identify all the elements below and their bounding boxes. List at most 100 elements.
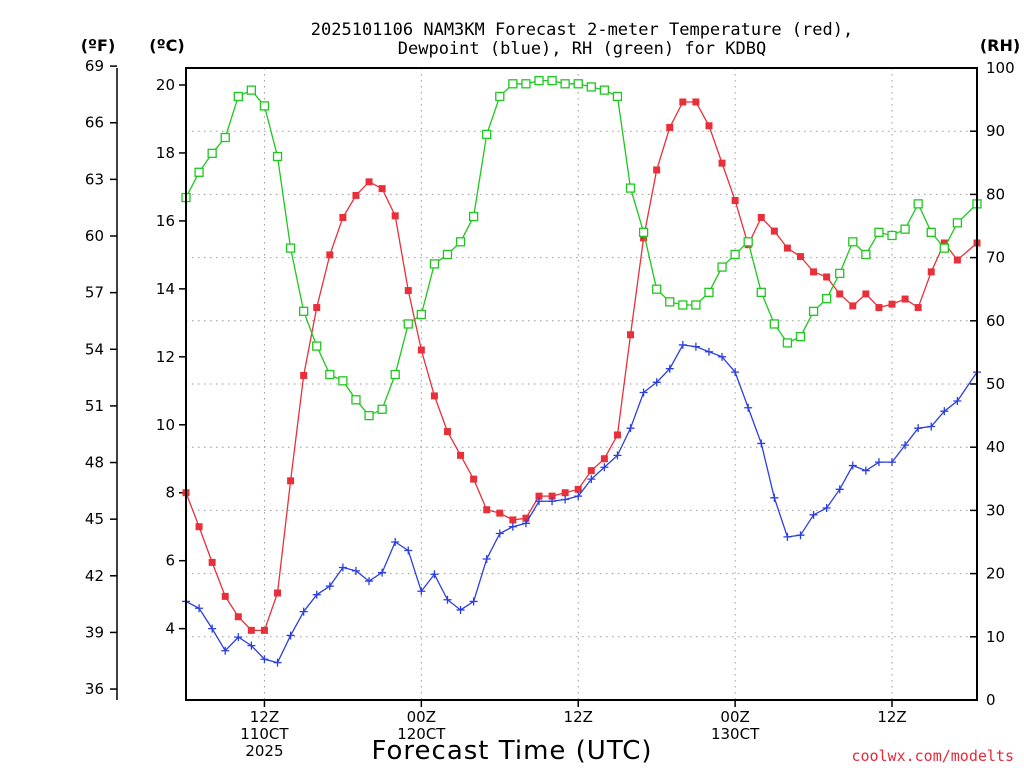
time-tick-label: 110CT	[240, 725, 289, 743]
dewpoint-point	[691, 342, 700, 351]
temperature-point	[313, 304, 321, 312]
x-axis-title: Forecast Time (UTC)	[371, 736, 652, 766]
dewpoint-point	[770, 493, 779, 502]
dewpoint-point	[299, 607, 308, 616]
celsius-unit-label: (ºC)	[149, 36, 184, 55]
rh-point	[285, 243, 296, 253]
fahrenheit-tick-label: 36	[85, 680, 104, 698]
temperature-point	[574, 485, 582, 493]
temperature-point	[640, 234, 648, 242]
dewpoint-point	[652, 378, 661, 387]
rh-series	[181, 75, 982, 421]
temperature-point	[653, 166, 661, 174]
time-tick-label: 12Z	[877, 708, 906, 726]
time-tick-label: 12Z	[250, 708, 279, 726]
time-tick-label: 00Z	[720, 708, 749, 726]
temperature-point	[718, 159, 726, 167]
celsius-tick-label: 10	[156, 416, 175, 434]
rh-point	[782, 338, 793, 348]
rh-point	[364, 410, 374, 421]
plot-frame	[185, 67, 978, 701]
temperature-series	[182, 98, 981, 634]
time-tick-label: 12Z	[564, 708, 593, 726]
temperature-point	[796, 253, 804, 261]
temperature-point	[561, 489, 569, 497]
dewpoint-point	[901, 441, 910, 450]
dewpoint-point	[861, 466, 870, 475]
rh-point	[638, 227, 649, 237]
temperature-line	[185, 101, 978, 631]
dewpoint-point	[704, 347, 713, 356]
dewpoint-point	[495, 529, 504, 538]
temperature-point	[914, 304, 922, 312]
rh-point	[691, 300, 701, 310]
dewpoint-point	[338, 563, 347, 572]
temperature-point	[770, 227, 778, 235]
dewpoint-point	[718, 352, 727, 361]
credit-link[interactable]: coolwx.com/modelts	[851, 747, 1014, 765]
rh-point	[952, 218, 963, 228]
temperature-point	[365, 178, 373, 186]
dewpoint-point	[809, 510, 818, 519]
fahrenheit-tick-label: 51	[85, 397, 104, 415]
rh-tick-label: 50	[986, 375, 1005, 393]
temperature-point	[875, 304, 883, 312]
rh-point	[665, 297, 675, 307]
temperature-point	[613, 431, 621, 439]
rh-point	[468, 211, 479, 222]
temperature-point	[483, 506, 491, 514]
temperature-point	[849, 302, 857, 310]
temperature-point	[927, 268, 935, 276]
temperature-point	[627, 331, 635, 339]
temperature-point	[443, 428, 451, 436]
temperature-point	[535, 492, 543, 500]
dewpoint-point	[521, 519, 530, 528]
dewpoint-point	[626, 424, 635, 433]
dewpoint-point	[508, 522, 517, 531]
temperature-point	[783, 244, 791, 252]
dewpoint-point	[874, 458, 883, 467]
temperature-point	[339, 214, 347, 222]
temperature-point	[600, 455, 608, 463]
rh-point	[808, 306, 819, 316]
celsius-tick-label: 8	[165, 484, 175, 502]
rh-point	[220, 132, 230, 143]
rh-point	[704, 287, 714, 298]
dewpoint-point	[940, 407, 949, 416]
dewpoint-point	[548, 497, 557, 506]
rh-point	[194, 167, 204, 177]
dewpoint-point	[221, 646, 230, 655]
dewpoint-point	[665, 364, 674, 373]
rh-point	[508, 79, 518, 89]
fahrenheit-axis: 36 39 42 45 48 51 54 57 60 63 66 69	[85, 57, 118, 700]
temperature-point	[901, 295, 909, 303]
celsius-tick-label: 6	[165, 552, 175, 570]
dewpoint-point	[260, 655, 269, 664]
rh-point	[848, 237, 858, 247]
temperature-point	[234, 613, 242, 621]
temperature-point	[417, 346, 425, 354]
celsius-tick-label: 16	[156, 212, 175, 230]
temperature-point	[247, 626, 255, 634]
temperature-point	[862, 290, 870, 298]
rh-tick-label: 100	[986, 59, 1015, 77]
dewpoint-point	[430, 570, 439, 579]
temperature-point	[326, 251, 334, 259]
rh-point	[874, 227, 884, 237]
dewpoint-point	[953, 396, 962, 405]
rh-point	[887, 230, 897, 241]
rh-point	[547, 75, 557, 86]
fahrenheit-tick-label: 69	[85, 57, 104, 75]
rh-point	[835, 268, 845, 279]
rh-point	[403, 319, 413, 329]
temperature-point	[221, 592, 229, 600]
grid-lines	[186, 68, 977, 700]
rh-tick-label: 90	[986, 122, 1005, 140]
rh-point	[351, 395, 361, 405]
dewpoint-point	[613, 451, 622, 460]
temperature-point	[836, 290, 844, 298]
dewpoint-point	[561, 495, 570, 504]
rh-point	[795, 331, 806, 342]
